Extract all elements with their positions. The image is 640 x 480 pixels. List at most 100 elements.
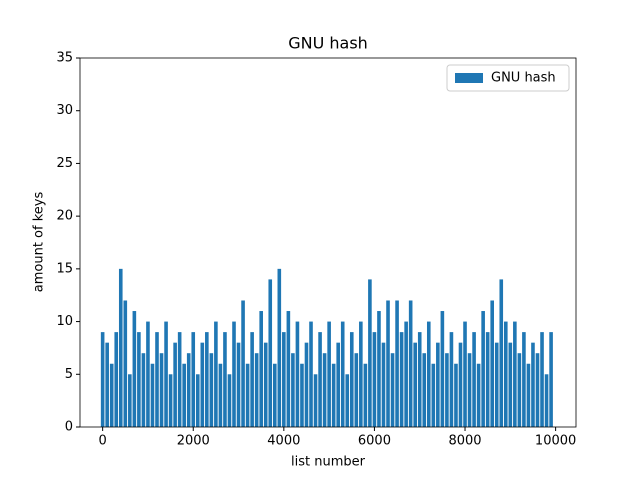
bar (327, 321, 331, 427)
bar (200, 342, 205, 427)
bar (241, 300, 245, 427)
bar (223, 332, 227, 427)
bar (336, 342, 340, 427)
bar (372, 332, 377, 427)
bar (413, 342, 417, 427)
legend-label: GNU hash (491, 71, 556, 86)
bar (386, 300, 390, 427)
bar (109, 363, 114, 427)
bar (399, 332, 404, 427)
bar (517, 353, 522, 427)
bar (155, 332, 159, 427)
bar (118, 268, 123, 427)
bar (440, 311, 445, 427)
bar (159, 353, 164, 427)
bar (481, 311, 485, 427)
x-tick-label: 4000 (267, 434, 300, 449)
bar (445, 353, 449, 427)
bar (535, 353, 540, 427)
bar (286, 311, 291, 427)
x-tick-label: 8000 (448, 434, 481, 449)
y-tick-label: 15 (56, 261, 73, 276)
y-tick-label: 25 (56, 156, 73, 171)
bar (395, 300, 399, 427)
bar (508, 342, 513, 427)
bar (282, 332, 286, 427)
bar (214, 321, 218, 427)
bar (417, 332, 422, 427)
bar (472, 332, 476, 427)
bar (313, 374, 318, 427)
bar (494, 342, 499, 427)
legend-box (446, 64, 570, 92)
x-tick-label: 2000 (177, 434, 210, 449)
bar (485, 332, 490, 427)
bar (191, 332, 196, 427)
bar (363, 363, 368, 427)
bar (128, 374, 132, 427)
bar (513, 321, 517, 427)
bar (467, 353, 472, 427)
bar (340, 321, 345, 427)
bar (300, 363, 304, 427)
bar (422, 353, 427, 427)
x-tick-label: 6000 (358, 434, 391, 449)
bar (150, 363, 155, 427)
bar (141, 353, 146, 427)
bar (404, 321, 408, 427)
bar (309, 321, 313, 427)
bar (549, 332, 553, 427)
bar (463, 321, 467, 427)
y-tick-label: 35 (56, 51, 73, 66)
x-axis-label: list number (291, 455, 366, 470)
bar (454, 363, 458, 427)
x-tick-label: 0 (99, 434, 107, 449)
bar (408, 300, 413, 427)
y-tick-label: 10 (56, 314, 73, 329)
bar (263, 342, 268, 427)
bar (236, 342, 241, 427)
bar (381, 342, 386, 427)
bar (259, 311, 263, 427)
bar (114, 332, 119, 427)
plot-frame (79, 57, 577, 428)
bar (526, 363, 531, 427)
y-axis-label: amount of keys (32, 192, 47, 293)
bar (304, 342, 309, 427)
bar (209, 353, 214, 427)
y-tick-label: 0 (65, 420, 73, 435)
bar (345, 374, 350, 427)
bar (250, 332, 254, 427)
bar (137, 332, 141, 427)
bar (218, 363, 223, 427)
bar (268, 279, 273, 427)
bar (431, 363, 436, 427)
bar (182, 363, 186, 427)
y-tick-label: 20 (56, 209, 73, 224)
bar (177, 332, 182, 427)
bar (146, 321, 150, 427)
bar (499, 279, 504, 427)
bar (458, 342, 463, 427)
bar (359, 321, 363, 427)
legend-swatch (455, 73, 483, 83)
bar (531, 342, 535, 427)
bar (322, 353, 327, 427)
bar (168, 374, 173, 427)
x-tick-label: 10000 (535, 434, 576, 449)
bar (540, 332, 544, 427)
bar (164, 321, 168, 427)
bar (426, 321, 431, 427)
bar (544, 374, 549, 427)
bar (295, 321, 300, 427)
y-tick-label: 5 (65, 367, 73, 382)
bar (123, 300, 128, 427)
bar (254, 353, 259, 427)
bar (277, 268, 282, 427)
bar (318, 332, 322, 427)
y-tick-label: 30 (56, 103, 73, 118)
bar (105, 342, 109, 427)
bar (368, 279, 372, 427)
bar (195, 374, 200, 427)
